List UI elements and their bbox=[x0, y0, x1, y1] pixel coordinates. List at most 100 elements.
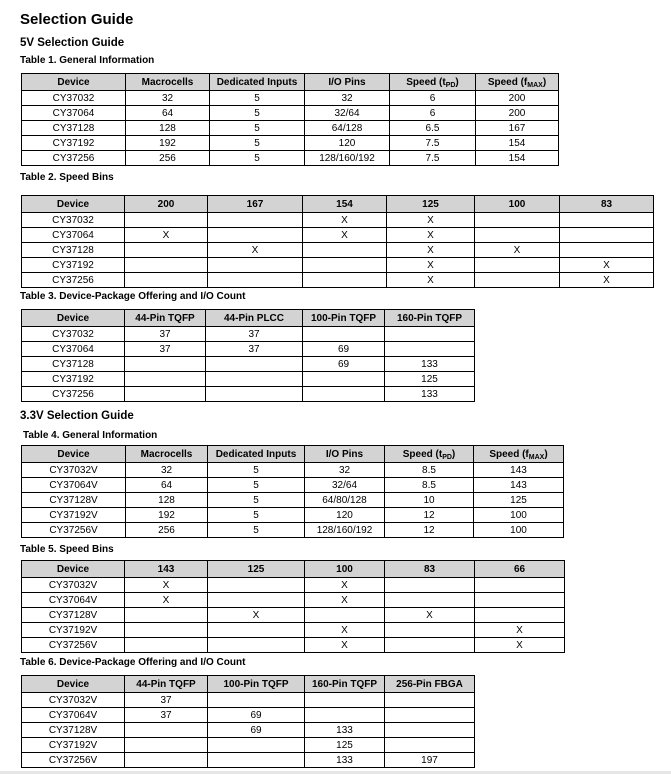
table-row: CY37064 64 5 32/64 6 200 bbox=[21, 105, 559, 121]
table-row: CY37128 128 5 64/128 6.5 167 bbox=[21, 120, 559, 136]
table-cell: 6 bbox=[389, 90, 476, 106]
table-cell: 125 bbox=[304, 737, 385, 753]
column-header: 100-Pin TQFP bbox=[302, 309, 385, 327]
table-cell: X bbox=[559, 257, 654, 273]
device-cell: CY37256 bbox=[21, 150, 126, 166]
table-cell bbox=[384, 707, 475, 723]
table-cell: 128 bbox=[125, 492, 208, 508]
column-header: 256-Pin FBGA bbox=[384, 675, 475, 693]
table-cell: 120 bbox=[304, 507, 385, 523]
column-header: Device bbox=[21, 560, 125, 578]
table-cell: 128/160/192 bbox=[304, 522, 385, 538]
device-cell: CY37128V bbox=[21, 607, 125, 623]
table-cell bbox=[207, 227, 303, 243]
device-cell: CY37128 bbox=[21, 356, 125, 372]
column-header: 167 bbox=[207, 195, 303, 213]
table-cell: 5 bbox=[207, 462, 305, 478]
table-row: CY37032 32 5 32 6 200 bbox=[21, 90, 559, 106]
table-cell bbox=[302, 371, 385, 387]
table-cell: X bbox=[386, 257, 475, 273]
table-cell: 5 bbox=[207, 522, 305, 538]
table-cell: 133 bbox=[304, 722, 385, 738]
device-cell: CY37032V bbox=[21, 462, 126, 478]
table-cell bbox=[124, 737, 208, 753]
table-cell: 69 bbox=[302, 356, 385, 372]
table-cell: X bbox=[386, 212, 475, 228]
table-cell bbox=[207, 577, 305, 593]
table-cell: 12 bbox=[384, 507, 474, 523]
column-header: 100 bbox=[304, 560, 385, 578]
column-header: 143 bbox=[124, 560, 208, 578]
table-cell: 143 bbox=[473, 477, 564, 493]
table-cell: X bbox=[384, 607, 475, 623]
column-header: Speed (tPD) bbox=[384, 445, 474, 463]
device-cell: CY37256 bbox=[21, 272, 125, 288]
table-cell bbox=[304, 692, 385, 708]
page-bottom-edge bbox=[0, 771, 671, 774]
table-row: CY37032V 37 bbox=[21, 692, 475, 708]
device-cell: CY37256V bbox=[21, 752, 125, 768]
column-header: Dedicated Inputs bbox=[209, 73, 305, 91]
table-caption: Table 4. General Information bbox=[23, 430, 158, 441]
table-cell: X bbox=[386, 242, 475, 258]
table-cell bbox=[302, 272, 387, 288]
column-header: I/O Pins bbox=[304, 445, 385, 463]
table-cell: 128 bbox=[125, 120, 210, 136]
column-header: 100-Pin TQFP bbox=[207, 675, 305, 693]
device-cell: CY37032 bbox=[21, 212, 125, 228]
device-cell: CY37192V bbox=[21, 737, 125, 753]
device-cell: CY37064V bbox=[21, 592, 125, 608]
table-row: CY37192 192 5 120 7.5 154 bbox=[21, 135, 559, 151]
table-cell: X bbox=[302, 227, 387, 243]
table-cell bbox=[207, 212, 303, 228]
table-cell: 64/80/128 bbox=[304, 492, 385, 508]
table-cell: 64/128 bbox=[304, 120, 390, 136]
table-cell: 125 bbox=[384, 371, 475, 387]
table-cell bbox=[207, 272, 303, 288]
table-cell: 32 bbox=[125, 90, 210, 106]
table-cell: 143 bbox=[473, 462, 564, 478]
column-header: Speed (tPD) bbox=[389, 73, 476, 91]
table-cell: 37 bbox=[124, 707, 208, 723]
table-cell: X bbox=[124, 227, 208, 243]
table-cell bbox=[384, 637, 475, 653]
table-row: CY37192 125 bbox=[21, 371, 475, 387]
table-cell: X bbox=[304, 637, 385, 653]
table-row: CY37256V 133 197 bbox=[21, 752, 475, 768]
table-cell bbox=[559, 242, 654, 258]
table-row: CY37032V X X bbox=[21, 577, 565, 593]
table-cell bbox=[207, 737, 305, 753]
table-cell: 100 bbox=[473, 507, 564, 523]
table-cell: 37 bbox=[124, 341, 206, 357]
column-header: Device bbox=[21, 73, 126, 91]
table-cell: 200 bbox=[475, 90, 559, 106]
column-header: I/O Pins bbox=[304, 73, 390, 91]
table-header-row: Device Macrocells Dedicated Inputs I/O Pins… bbox=[21, 73, 559, 91]
table-5: Device 143 125 100 83 66 CY37032V X X CY37064V X X C… bbox=[21, 560, 565, 653]
device-cell: CY37128 bbox=[21, 242, 125, 258]
table-cell: 7.5 bbox=[389, 135, 476, 151]
table-cell bbox=[304, 707, 385, 723]
table-row: CY37032V 32 5 32 8.5 143 bbox=[21, 462, 564, 478]
table-cell: X bbox=[304, 592, 385, 608]
table-cell bbox=[384, 722, 475, 738]
table-4: Device Macrocells Dedicated Inputs I/O Pins… bbox=[21, 445, 564, 538]
table-cell: 6 bbox=[389, 105, 476, 121]
table-cell bbox=[474, 592, 565, 608]
table-cell: 133 bbox=[384, 386, 475, 402]
table-cell: 125 bbox=[473, 492, 564, 508]
column-header: 160-Pin TQFP bbox=[384, 309, 475, 327]
table-3: Device 44-Pin TQFP 44-Pin PLCC 100-Pin TQFP… bbox=[21, 309, 475, 402]
table-row: CY37128V 128 5 64/80/128 10 125 bbox=[21, 492, 564, 508]
table-cell: 167 bbox=[475, 120, 559, 136]
table-caption: Table 2. Speed Bins bbox=[20, 172, 114, 183]
device-cell: CY37064V bbox=[21, 707, 125, 723]
table-cell bbox=[474, 212, 560, 228]
table-row: CY37192V X X bbox=[21, 622, 565, 638]
table-cell: 32/64 bbox=[304, 477, 385, 493]
table-cell: 192 bbox=[125, 135, 210, 151]
device-cell: CY37192V bbox=[21, 622, 125, 638]
page-title: Selection Guide bbox=[20, 11, 134, 28]
table-cell: X bbox=[559, 272, 654, 288]
table-cell bbox=[207, 622, 305, 638]
